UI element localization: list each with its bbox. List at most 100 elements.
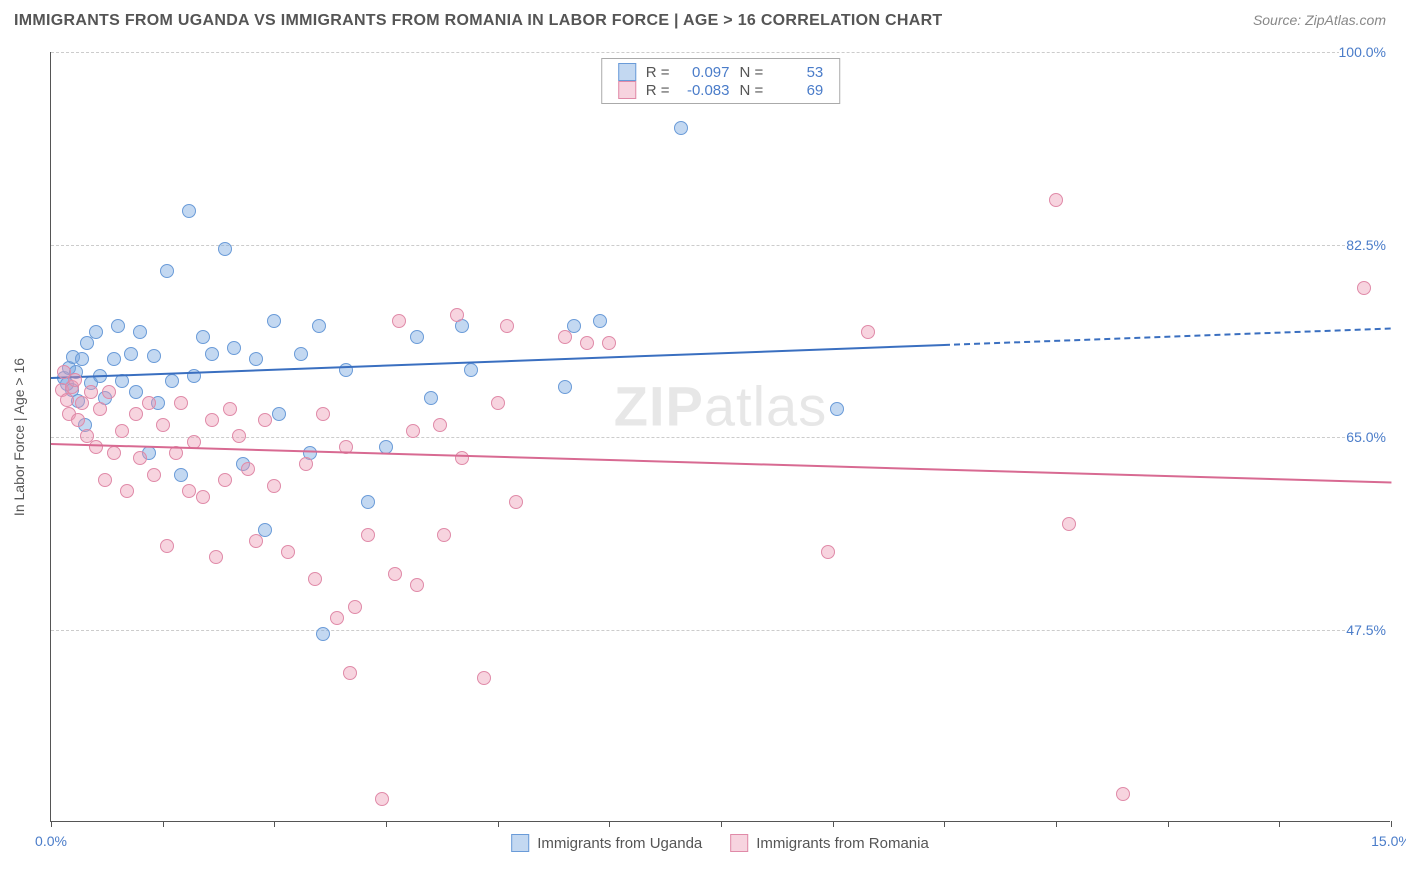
data-point-uganda xyxy=(249,352,263,366)
data-point-uganda xyxy=(830,402,844,416)
data-point-romania xyxy=(375,792,389,806)
data-point-uganda xyxy=(174,468,188,482)
xtick xyxy=(721,821,722,827)
legend-n-label: N = xyxy=(740,82,764,99)
data-point-romania xyxy=(388,567,402,581)
data-point-romania xyxy=(316,407,330,421)
ytick-label: 82.5% xyxy=(1346,237,1392,253)
xtick xyxy=(498,821,499,827)
data-point-romania xyxy=(299,457,313,471)
data-point-romania xyxy=(93,402,107,416)
data-point-romania xyxy=(392,314,406,328)
data-point-romania xyxy=(1357,281,1371,295)
data-point-romania xyxy=(258,413,272,427)
xtick xyxy=(1168,821,1169,827)
watermark: ZIPatlas xyxy=(614,373,827,438)
data-point-romania xyxy=(509,495,523,509)
ytick-label: 65.0% xyxy=(1346,429,1392,445)
data-point-romania xyxy=(580,336,594,350)
data-point-romania xyxy=(102,385,116,399)
data-point-romania xyxy=(558,330,572,344)
gridline-h xyxy=(51,52,1390,53)
data-point-romania xyxy=(361,528,375,542)
xtick xyxy=(274,821,275,827)
legend-series-name: Immigrants from Romania xyxy=(756,835,929,852)
data-point-romania xyxy=(196,490,210,504)
trend-line xyxy=(51,344,944,379)
gridline-h xyxy=(51,437,1390,438)
data-point-uganda xyxy=(165,374,179,388)
data-point-romania xyxy=(107,446,121,460)
data-point-uganda xyxy=(160,264,174,278)
correlation-legend: R =0.097N =53R =-0.083N =69 xyxy=(601,58,841,104)
xtick xyxy=(163,821,164,827)
data-point-uganda xyxy=(361,495,375,509)
trend-line xyxy=(944,327,1391,345)
data-point-romania xyxy=(491,396,505,410)
data-point-romania xyxy=(1062,517,1076,531)
data-point-romania xyxy=(249,534,263,548)
data-point-uganda xyxy=(272,407,286,421)
data-point-uganda xyxy=(410,330,424,344)
legend-n-value: 69 xyxy=(773,82,823,99)
data-point-romania xyxy=(437,528,451,542)
data-point-romania xyxy=(115,424,129,438)
series-legend: Immigrants from Uganda Immigrants from Ro… xyxy=(511,834,929,852)
data-point-romania xyxy=(410,578,424,592)
scatter-chart: ZIPatlas In Labor Force | Age > 16 R =0.… xyxy=(50,52,1390,822)
data-point-uganda xyxy=(89,325,103,339)
gridline-h xyxy=(51,245,1390,246)
data-point-uganda xyxy=(316,627,330,641)
data-point-romania xyxy=(308,572,322,586)
legend-item-uganda: Immigrants from Uganda xyxy=(511,834,702,852)
data-point-uganda xyxy=(75,352,89,366)
data-point-romania xyxy=(602,336,616,350)
data-point-romania xyxy=(129,407,143,421)
legend-swatch xyxy=(618,63,636,81)
data-point-uganda xyxy=(129,385,143,399)
legend-r-label: R = xyxy=(646,82,670,99)
data-point-romania xyxy=(133,451,147,465)
legend-series-name: Immigrants from Uganda xyxy=(537,835,702,852)
source-label: Source: ZipAtlas.com xyxy=(1253,12,1386,28)
data-point-romania xyxy=(120,484,134,498)
xtick xyxy=(1279,821,1280,827)
gridline-h xyxy=(51,630,1390,631)
data-point-romania xyxy=(174,396,188,410)
data-point-romania xyxy=(160,539,174,553)
ytick-label: 47.5% xyxy=(1346,622,1392,638)
xtick xyxy=(609,821,610,827)
data-point-romania xyxy=(821,545,835,559)
data-point-romania xyxy=(218,473,232,487)
data-point-uganda xyxy=(218,242,232,256)
data-point-uganda xyxy=(312,319,326,333)
data-point-uganda xyxy=(196,330,210,344)
data-point-uganda xyxy=(294,347,308,361)
xtick xyxy=(833,821,834,827)
data-point-romania xyxy=(68,373,82,387)
chart-title: IMMIGRANTS FROM UGANDA VS IMMIGRANTS FRO… xyxy=(14,12,943,30)
data-point-romania xyxy=(182,484,196,498)
data-point-romania xyxy=(232,429,246,443)
data-point-romania xyxy=(142,396,156,410)
data-point-uganda xyxy=(424,391,438,405)
data-point-uganda xyxy=(205,347,219,361)
data-point-romania xyxy=(861,325,875,339)
data-point-romania xyxy=(1116,787,1130,801)
data-point-uganda xyxy=(124,347,138,361)
data-point-uganda xyxy=(593,314,607,328)
data-point-romania xyxy=(455,451,469,465)
data-point-romania xyxy=(500,319,514,333)
data-point-uganda xyxy=(464,363,478,377)
xtick xyxy=(51,821,52,827)
data-point-uganda xyxy=(133,325,147,339)
xtick xyxy=(944,821,945,827)
data-point-uganda xyxy=(107,352,121,366)
data-point-romania xyxy=(477,671,491,685)
data-point-romania xyxy=(450,308,464,322)
data-point-romania xyxy=(267,479,281,493)
data-point-romania xyxy=(1049,193,1063,207)
data-point-romania xyxy=(330,611,344,625)
data-point-romania xyxy=(281,545,295,559)
legend-r-value: -0.083 xyxy=(680,82,730,99)
